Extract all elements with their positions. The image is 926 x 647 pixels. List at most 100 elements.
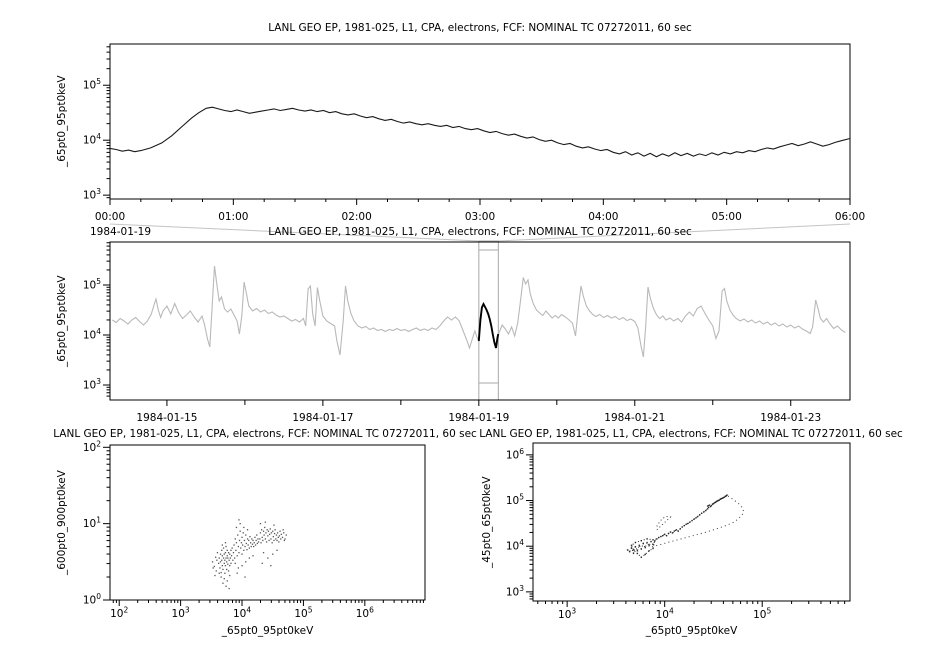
- scatter-600-900-vs-65-95-point: [259, 532, 262, 534]
- main-track-point: [683, 525, 685, 527]
- tick-label: 101: [83, 516, 101, 531]
- main-track-point: [679, 528, 681, 530]
- main-track-point: [711, 503, 714, 505]
- scatter-600-900-vs-65-95-point: [254, 544, 257, 546]
- scatter-600-900-vs-65-95-point: [243, 549, 245, 551]
- main-track-point: [628, 551, 631, 553]
- x-tick-label: 03:00: [465, 211, 495, 223]
- scatter-600-900-vs-65-95-point: [262, 530, 265, 532]
- scatter-600-900-vs-65-95-point: [237, 567, 239, 569]
- top-y-axis-label: _65pt0_95pt0keV: [56, 75, 68, 168]
- tick-label: 104: [233, 606, 251, 621]
- scatter-600-900-vs-65-95-point: [255, 539, 257, 542]
- scatter-600-900-vs-65-95-point: [257, 541, 260, 543]
- scatter-600-900-vs-65-95-point: [244, 545, 246, 548]
- scatter-600-900-vs-65-95-point: [229, 557, 231, 559]
- main-track-point: [699, 514, 701, 516]
- tick-label: 103: [172, 606, 190, 621]
- scatter-600-900-vs-65-95-point: [227, 552, 230, 554]
- bottom-left-plot-title: LANL GEO EP, 1981-025, L1, CPA, electron…: [53, 428, 477, 440]
- bl-plot-area: 100 101 102 102 103 104 105 106: [83, 439, 426, 621]
- main-track-point: [707, 506, 710, 509]
- top-plot-area: 103 104 105 00:00 01:00 02:00 03:00 04:00 05:00 0…: [83, 43, 865, 223]
- scatter-600-900-vs-65-95-point: [222, 547, 225, 549]
- tick-label: 105: [83, 277, 101, 292]
- scatter-600-900-vs-65-95-point: [273, 539, 275, 542]
- scatter-600-900-vs-65-95-point: [241, 553, 243, 555]
- scatter-600-900-vs-65-95-point: [216, 559, 218, 561]
- scatter-600-900-vs-65-95-point: [224, 559, 226, 561]
- scatter-600-900-vs-65-95-point: [236, 555, 238, 557]
- scatter-600-900-vs-65-95-point: [223, 578, 225, 580]
- bottom-right-y-axis-label: _45pt0_65pt0keV: [481, 476, 493, 568]
- scatter-600-900-vs-65-95-point: [240, 547, 242, 549]
- scatter-600-900-vs-65-95-point: [233, 544, 235, 546]
- main-track-point: [685, 523, 687, 525]
- scatter-600-900-vs-65-95-point: [214, 574, 216, 577]
- main-track-point: [693, 518, 695, 520]
- electron-flux-65-95keV-path: [109, 106, 851, 158]
- main-track-point: [687, 522, 689, 525]
- selection-box[interactable]: [478, 240, 499, 401]
- tick-label: 104: [656, 607, 674, 622]
- scatter-600-900-vs-65-95-point: [227, 563, 229, 565]
- main-track-point: [652, 543, 654, 546]
- scatter-600-900-vs-65-95-point: [230, 555, 233, 557]
- scatter-600-900-vs-65-95-point: [222, 582, 224, 584]
- scatter-600-900-vs-65-95-point: [239, 523, 241, 525]
- scatter-600-900-vs-65-95-point: [243, 539, 246, 542]
- scatter-600-900-vs-65-95-point: [232, 552, 235, 554]
- scatter-600-900-vs-65-95-point: [270, 538, 272, 540]
- scatter-600-900-vs-65-95-point: [221, 559, 223, 561]
- main-track-point: [719, 498, 721, 500]
- bottom-left-x-axis-label: _65pt0_95pt0keV: [221, 625, 314, 637]
- scatter-600-900-vs-65-95-point: [264, 526, 266, 529]
- scatter-600-900-vs-65-95-point: [244, 576, 246, 578]
- scatter-600-900-vs-65-95-point: [250, 542, 252, 544]
- scatter-600-900-vs-65-95-point: [235, 526, 238, 529]
- scatter-600-900-vs-65-95-point: [256, 542, 258, 545]
- scatter-600-900-vs-65-95-point: [246, 529, 249, 531]
- main-track-point: [695, 517, 697, 519]
- top-plot-title: LANL GEO EP, 1981-025, L1, CPA, electron…: [268, 22, 692, 34]
- main-track-point: [709, 505, 712, 508]
- scatter-600-900-vs-65-95-point: [218, 572, 220, 574]
- scatter-600-900-vs-65-95-point: [265, 541, 268, 543]
- scatter-600-900-vs-65-95-point: [229, 574, 231, 577]
- scatter-600-900-vs-65-95-point: [267, 530, 270, 532]
- scatter-600-900-vs-65-95-point: [245, 534, 247, 536]
- scatter-600-900-vs-65-95-point: [282, 529, 284, 531]
- main-track-point: [713, 502, 716, 504]
- x-tick-label: 1984-01-17: [292, 412, 353, 424]
- main-track-point: [681, 526, 683, 528]
- main-track-point: [716, 500, 718, 502]
- tick-label: 106: [356, 606, 374, 621]
- scatter-600-900-vs-65-95-point: [267, 557, 269, 559]
- small-hook-path: [655, 515, 672, 531]
- scatter-600-900-vs-65-95-point: [278, 535, 281, 537]
- scatter-600-900-vs-65-95-point: [230, 562, 232, 564]
- scatter-600-900-vs-65-95-point: [219, 553, 222, 555]
- scatter-600-900-vs-65-95-point: [270, 532, 273, 534]
- main-track-point: [697, 515, 699, 518]
- x-tick-label: 06:00: [835, 211, 865, 223]
- tick-label: 104: [83, 132, 101, 147]
- scatter-600-900-vs-65-95-point: [267, 535, 269, 537]
- tick-label: 103: [83, 187, 101, 202]
- scatter-600-900-vs-65-95-point: [280, 533, 282, 535]
- scatter-600-900-vs-65-95-point: [248, 557, 250, 559]
- scatter-600-900-vs-65-95-point: [251, 538, 253, 540]
- bl-frame: [109, 444, 426, 601]
- scatter-600-900-vs-65-95-point: [221, 555, 223, 557]
- scatter-600-900-vs-65-95-point: [275, 538, 277, 540]
- x-tick-label: 04:00: [588, 211, 618, 223]
- scatter-600-900-vs-65-95-point: [212, 567, 214, 569]
- scatter-600-900-vs-65-95-point: [236, 572, 238, 574]
- tick-label: 106: [506, 447, 524, 462]
- br-plot-area: 103 104 105 106 103 104 105: [506, 442, 851, 622]
- bottom-right-plot-title: LANL GEO EP, 1981-025, L1, CPA, electron…: [479, 428, 903, 440]
- main-track-point: [636, 550, 639, 552]
- scatter-600-900-vs-65-95-point: [283, 532, 285, 534]
- main-track-point: [646, 538, 648, 540]
